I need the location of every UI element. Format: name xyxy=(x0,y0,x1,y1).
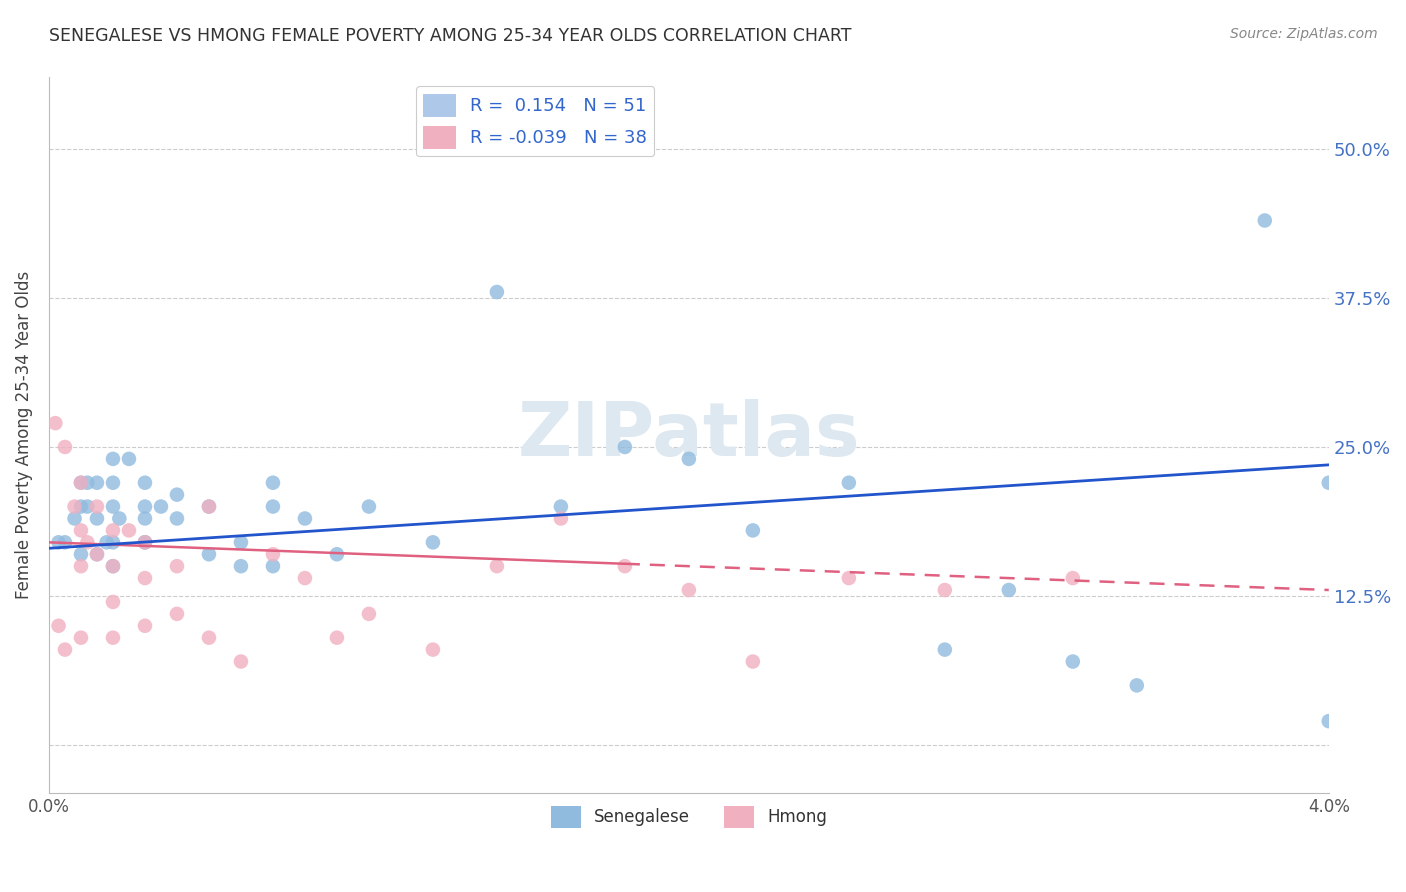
Point xyxy=(741,655,763,669)
Point xyxy=(101,475,124,490)
Point xyxy=(166,488,188,502)
Text: Source: ZipAtlas.com: Source: ZipAtlas.com xyxy=(1230,27,1378,41)
Point xyxy=(70,559,93,574)
Point xyxy=(1317,714,1340,728)
Point xyxy=(101,631,124,645)
Point xyxy=(118,524,141,538)
Point xyxy=(357,500,380,514)
Point xyxy=(678,451,700,466)
Point xyxy=(1254,213,1277,227)
Point xyxy=(86,475,108,490)
Point xyxy=(1062,655,1084,669)
Point xyxy=(63,511,86,525)
Point xyxy=(934,642,956,657)
Point xyxy=(101,524,124,538)
Point xyxy=(294,511,316,525)
Point xyxy=(550,511,572,525)
Point xyxy=(101,559,124,574)
Point xyxy=(86,547,108,561)
Point xyxy=(1317,475,1340,490)
Point xyxy=(118,451,141,466)
Point xyxy=(262,547,284,561)
Point xyxy=(108,511,131,525)
Point xyxy=(678,582,700,597)
Point xyxy=(198,500,221,514)
Point xyxy=(44,416,66,430)
Point xyxy=(86,511,108,525)
Point xyxy=(166,559,188,574)
Point xyxy=(86,547,108,561)
Point xyxy=(934,582,956,597)
Point xyxy=(229,535,252,549)
Point xyxy=(262,475,284,490)
Point xyxy=(229,655,252,669)
Point xyxy=(70,475,93,490)
Point xyxy=(198,547,221,561)
Point xyxy=(86,500,108,514)
Point xyxy=(326,631,349,645)
Text: ZIPatlas: ZIPatlas xyxy=(517,399,860,472)
Point xyxy=(101,500,124,514)
Legend: Senegalese, Hmong: Senegalese, Hmong xyxy=(544,799,834,834)
Point xyxy=(198,631,221,645)
Point xyxy=(70,475,93,490)
Point xyxy=(76,475,98,490)
Point xyxy=(1062,571,1084,585)
Point xyxy=(149,500,172,514)
Point xyxy=(166,511,188,525)
Point xyxy=(613,559,636,574)
Point xyxy=(198,500,221,514)
Point xyxy=(101,535,124,549)
Point xyxy=(422,642,444,657)
Point xyxy=(48,619,70,633)
Point xyxy=(613,440,636,454)
Point xyxy=(134,571,156,585)
Point xyxy=(166,607,188,621)
Point xyxy=(134,535,156,549)
Point xyxy=(485,559,508,574)
Point xyxy=(48,535,70,549)
Point xyxy=(741,524,763,538)
Point xyxy=(1126,678,1149,692)
Point xyxy=(838,571,860,585)
Point xyxy=(550,500,572,514)
Point xyxy=(70,500,93,514)
Point xyxy=(53,642,76,657)
Point xyxy=(63,500,86,514)
Point xyxy=(134,500,156,514)
Point xyxy=(101,559,124,574)
Point xyxy=(70,547,93,561)
Point xyxy=(134,619,156,633)
Point xyxy=(53,535,76,549)
Point xyxy=(294,571,316,585)
Point xyxy=(262,500,284,514)
Point xyxy=(134,535,156,549)
Point xyxy=(422,535,444,549)
Point xyxy=(96,535,118,549)
Y-axis label: Female Poverty Among 25-34 Year Olds: Female Poverty Among 25-34 Year Olds xyxy=(15,271,32,599)
Point xyxy=(357,607,380,621)
Point xyxy=(485,285,508,299)
Point xyxy=(70,631,93,645)
Point xyxy=(134,535,156,549)
Point xyxy=(53,440,76,454)
Point xyxy=(229,559,252,574)
Point xyxy=(134,511,156,525)
Point xyxy=(101,451,124,466)
Point xyxy=(326,547,349,561)
Point xyxy=(70,524,93,538)
Point xyxy=(76,535,98,549)
Point xyxy=(76,500,98,514)
Point xyxy=(134,475,156,490)
Point xyxy=(838,475,860,490)
Point xyxy=(262,559,284,574)
Text: SENEGALESE VS HMONG FEMALE POVERTY AMONG 25-34 YEAR OLDS CORRELATION CHART: SENEGALESE VS HMONG FEMALE POVERTY AMONG… xyxy=(49,27,852,45)
Point xyxy=(998,582,1021,597)
Point xyxy=(101,595,124,609)
